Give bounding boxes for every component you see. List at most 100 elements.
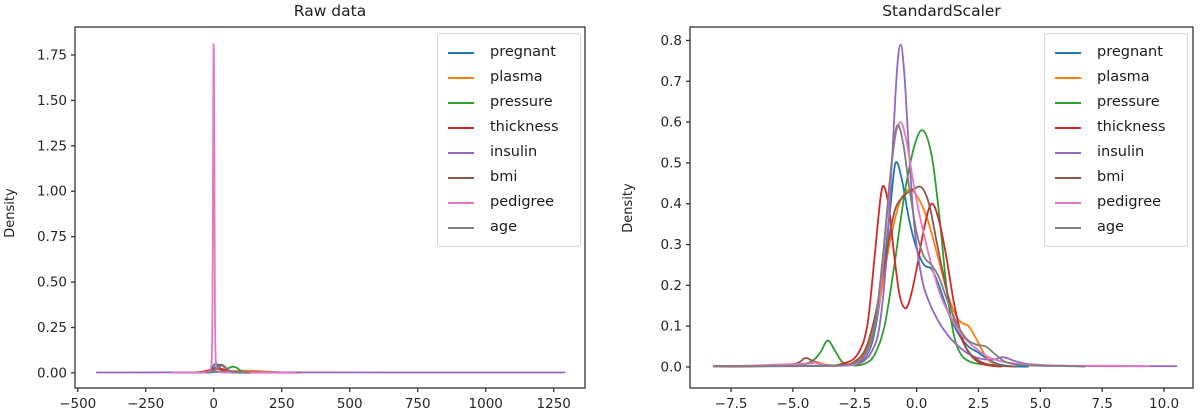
y-tick-label: 0.25 <box>37 320 67 336</box>
legend-item-pedigree: pedigree <box>1055 190 1177 215</box>
y-tick-label: 0.00 <box>37 365 67 381</box>
legend-item-thickness: thickness <box>1055 115 1177 140</box>
y-tick-label: 0.7 <box>661 74 682 90</box>
legend-line-sample-icon <box>448 126 474 129</box>
legend-line-sample-icon <box>448 51 474 54</box>
legend-line-sample-icon <box>1055 101 1081 104</box>
x-tick-label: 10.0 <box>1149 396 1179 412</box>
x-tick-label: 250 <box>269 396 295 412</box>
y-tick-label: 0.1 <box>661 319 682 335</box>
legend-item-label: thickness <box>490 119 559 136</box>
y-tick-label: 1.00 <box>37 184 67 200</box>
y-tick-label: 0.50 <box>37 275 67 291</box>
legend-item-label: pedigree <box>490 194 555 211</box>
y-tick-label: 1.25 <box>37 138 67 154</box>
x-tick-label: −500 <box>59 396 96 412</box>
x-tick-label: 1250 <box>537 396 571 412</box>
legend-item-age: age <box>448 215 570 240</box>
legend-item-plasma: plasma <box>1055 65 1177 90</box>
series-curve-pressure <box>712 129 997 368</box>
legend-item-pregnant: pregnant <box>1055 40 1177 65</box>
legend-item-label: thickness <box>1097 119 1166 136</box>
axes-panel-1: −7.5 −5.0 −2.5 0.0 2.5 5.0 7.5 10.0 0.0 0.1 0.2 0.3… <box>661 26 1194 412</box>
x-tick-label: −5.0 <box>777 396 810 412</box>
axes-panel-0: −500 −250 0 250 500 750 1000 1250 0.00 0.25 0.50 0.… <box>37 26 586 412</box>
legend-line-sample-icon <box>1055 226 1081 229</box>
legend-item-label: insulin <box>1097 144 1145 161</box>
series-group <box>712 43 1178 368</box>
y-axis-label-right: Density <box>621 183 636 233</box>
y-axis-label-left: Density <box>3 188 18 238</box>
x-tick-label: 0 <box>209 396 218 412</box>
y-tick-label: 0.6 <box>661 115 682 131</box>
axes-frame <box>74 26 586 389</box>
x-tick-label: 750 <box>405 396 431 412</box>
legend-item-label: pressure <box>490 94 553 111</box>
legend-item-pressure: pressure <box>1055 90 1177 115</box>
legend-line-sample-icon <box>448 151 474 154</box>
y-tick-label: 0.2 <box>661 278 682 294</box>
x-tick-label: 2.5 <box>968 396 989 412</box>
y-tick-label: 0.0 <box>661 359 682 375</box>
legend-item-bmi: bmi <box>448 165 570 190</box>
legend-item-pedigree: pedigree <box>448 190 570 215</box>
series-curve-age <box>712 124 1086 368</box>
legend-line-sample-icon <box>448 76 474 79</box>
legend-line-sample-icon <box>1055 151 1081 154</box>
series-curve-bmi <box>712 185 1017 368</box>
chart-title-raw-data: Raw data <box>293 2 367 20</box>
series-curve-plasma <box>712 188 1005 368</box>
legend-line-sample-icon <box>1055 76 1081 79</box>
legend-item-plasma: plasma <box>448 65 570 90</box>
legend-item-age: age <box>1055 215 1177 240</box>
series-curve-insulin <box>95 370 566 374</box>
legend-line-sample-icon <box>1055 201 1081 204</box>
legend-line-sample-icon <box>1055 176 1081 179</box>
y-tick-label: 1.50 <box>37 93 67 109</box>
y-tick-label: 1.75 <box>37 47 67 63</box>
x-tick-label: −7.5 <box>715 396 748 412</box>
legend-line-sample-icon <box>1055 126 1081 129</box>
y-tick-label: 0.3 <box>661 237 682 253</box>
legend-item-pressure: pressure <box>448 90 570 115</box>
series-curve-pedigree <box>172 43 297 374</box>
series-group <box>95 43 566 374</box>
y-tick-label: 0.8 <box>661 33 682 49</box>
legend-item-label: insulin <box>490 144 538 161</box>
x-tick-label: 5.0 <box>1030 396 1051 412</box>
x-tick-label: 0.0 <box>906 396 927 412</box>
legend-item-label: bmi <box>490 169 518 186</box>
series-curve-thickness <box>712 184 1002 368</box>
x-tick-label: −250 <box>127 396 164 412</box>
legend-item-insulin: insulin <box>1055 140 1177 165</box>
y-tick-label: 0.5 <box>661 155 682 171</box>
x-tick-label: −2.5 <box>838 396 871 412</box>
legend-line-sample-icon <box>448 176 474 179</box>
legend-standardscaler: pregnant plasma pressure thickness insulin bm… <box>1044 33 1188 247</box>
legend-item-thickness: thickness <box>448 115 570 140</box>
legend-item-label: age <box>490 219 518 236</box>
x-tick-label: 1000 <box>469 396 503 412</box>
legend-line-sample-icon <box>448 226 474 229</box>
legend-line-sample-icon <box>448 101 474 104</box>
legend-item-label: plasma <box>490 69 543 86</box>
y-tick-label: 0.4 <box>661 196 682 212</box>
legend-item-label: age <box>1097 219 1125 236</box>
legend-raw-data: pregnant plasma pressure thickness insulin bm… <box>437 33 581 247</box>
x-tick-label: 500 <box>337 396 363 412</box>
legend-item-label: plasma <box>1097 69 1150 86</box>
axes-frame <box>689 26 1194 389</box>
y-tick-label: 0.75 <box>37 229 67 245</box>
legend-item-bmi: bmi <box>1055 165 1177 190</box>
legend-line-sample-icon <box>1055 51 1081 54</box>
legend-item-label: pressure <box>1097 94 1160 111</box>
legend-item-label: pedigree <box>1097 194 1162 211</box>
x-tick-label: 7.5 <box>1091 396 1112 412</box>
legend-item-insulin: insulin <box>448 140 570 165</box>
legend-item-label: pregnant <box>490 44 556 61</box>
legend-item-label: bmi <box>1097 169 1125 186</box>
legend-item-pregnant: pregnant <box>448 40 570 65</box>
series-curve-age <box>206 364 250 374</box>
